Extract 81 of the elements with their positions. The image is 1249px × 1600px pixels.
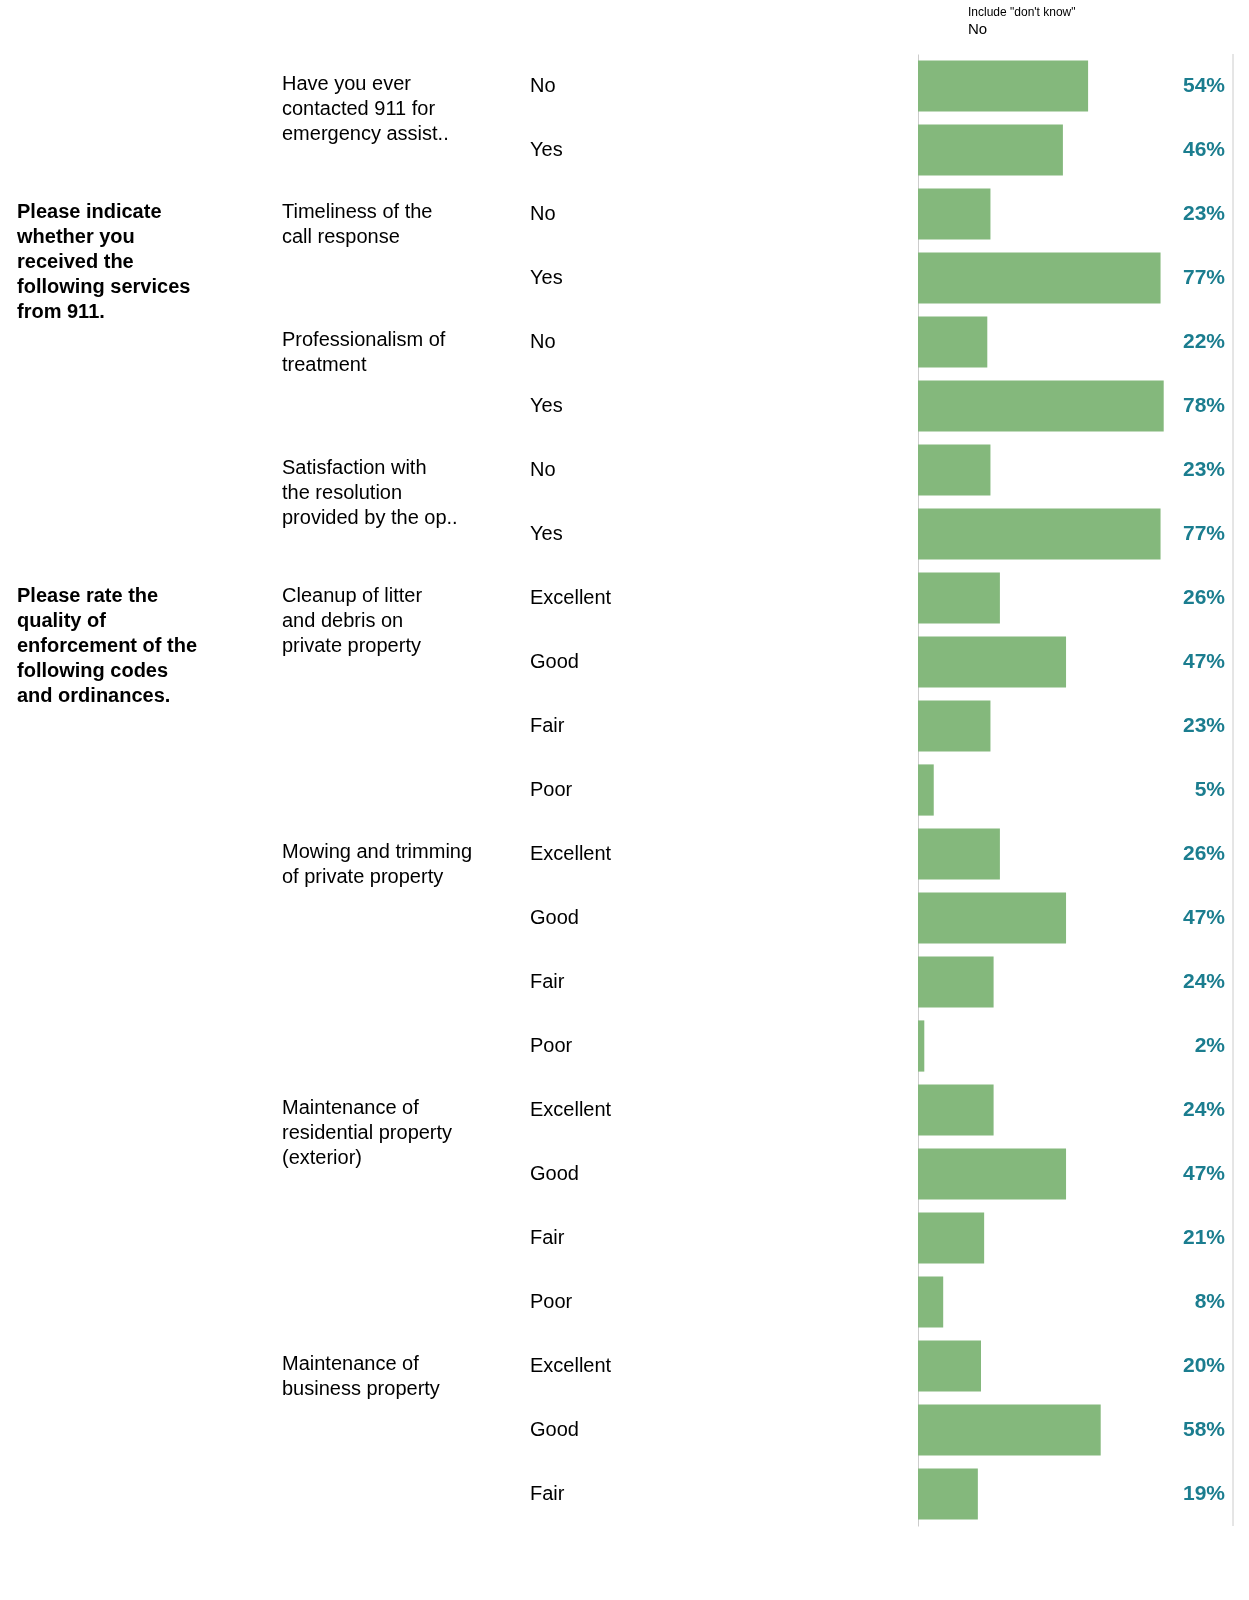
y-tick-label: Yes <box>530 266 563 288</box>
bar <box>918 1340 981 1392</box>
bar <box>918 572 1000 624</box>
data-label: 23% <box>1182 201 1226 224</box>
text: Maintenance of business property <box>282 1352 440 1399</box>
text: Professionalism of treatment <box>282 328 446 375</box>
data-label: 23% <box>1182 713 1226 736</box>
y-tick-label: No <box>530 74 556 96</box>
bar <box>918 1212 985 1264</box>
y-tick-label: Yes <box>530 138 563 160</box>
data-label: 23% <box>1182 457 1226 480</box>
data-label: 54% <box>1182 73 1226 96</box>
text: Please indicate whether you received the following services from 911. <box>16 200 191 322</box>
bar <box>918 508 1161 560</box>
chart-subtitle: No <box>968 19 988 37</box>
data-label: 20% <box>1182 1353 1226 1376</box>
data-label: 22% <box>1182 329 1226 352</box>
data-label: 5% <box>1194 777 1226 800</box>
bar <box>918 1404 1101 1456</box>
bar <box>918 60 1089 112</box>
text: Cleanup of litter and debris on private property <box>282 584 423 656</box>
data-label: 47% <box>1182 905 1226 928</box>
bar <box>918 380 1164 432</box>
y-tick-label: No <box>530 330 556 352</box>
y-tick-label: Fair <box>530 714 565 736</box>
bar <box>918 892 1067 944</box>
data-label: 24% <box>1182 969 1226 992</box>
data-label: 21% <box>1182 1225 1226 1248</box>
bar <box>918 636 1067 688</box>
data-label: 47% <box>1182 1161 1226 1184</box>
y-tick-label: Good <box>530 906 579 928</box>
chart-title: Include "don't know" <box>968 4 1076 19</box>
data-label: 58% <box>1182 1417 1226 1440</box>
y-tick-label: No <box>530 202 556 224</box>
y-tick-label: Fair <box>530 1482 565 1504</box>
bar <box>918 1468 978 1520</box>
text: Maintenance of residential property (exterior) <box>282 1096 453 1168</box>
bar <box>918 1084 994 1136</box>
bar <box>918 764 934 816</box>
data-label: 26% <box>1182 585 1226 608</box>
y-tick-label: Good <box>530 650 579 672</box>
bar <box>918 700 991 752</box>
y-tick-label: Yes <box>530 522 563 544</box>
data-label: 77% <box>1182 521 1226 544</box>
y-tick-label: Excellent <box>530 586 612 608</box>
data-label: 47% <box>1182 649 1226 672</box>
bar <box>918 252 1161 304</box>
y-tick-label: Fair <box>530 970 565 992</box>
data-label: 24% <box>1182 1097 1226 1120</box>
y-tick-label: Fair <box>530 1226 565 1248</box>
bar <box>918 828 1000 880</box>
data-label: 2% <box>1194 1033 1226 1056</box>
text: Timeliness of the call response <box>282 200 433 247</box>
text: Satisfaction with the resolution provided by the op.. <box>282 456 458 528</box>
y-tick-label: Excellent <box>530 1098 612 1120</box>
y-tick-label: Excellent <box>530 842 612 864</box>
text: Please rate the quality of enforcement of the following codes and ordinances. <box>17 584 198 706</box>
data-label: 8% <box>1194 1289 1226 1312</box>
data-label: 46% <box>1182 137 1226 160</box>
y-tick-label: Poor <box>530 1034 573 1056</box>
y-tick-label: Good <box>530 1162 579 1184</box>
bar <box>918 124 1063 176</box>
text: Have you ever contacted 911 for emergency assist.. <box>282 72 449 144</box>
data-label: 78% <box>1182 393 1226 416</box>
bar <box>918 316 988 368</box>
data-label: 19% <box>1182 1481 1226 1504</box>
bar <box>918 1020 925 1072</box>
y-tick-label: Yes <box>530 394 563 416</box>
data-label: 26% <box>1182 841 1226 864</box>
y-tick-label: Poor <box>530 778 573 800</box>
bar <box>918 444 991 496</box>
text: Mowing and trimming of private property <box>282 840 473 887</box>
bar <box>918 188 991 240</box>
y-tick-label: Excellent <box>530 1354 612 1376</box>
y-tick-label: No <box>530 458 556 480</box>
bar <box>918 1276 944 1328</box>
bar <box>918 956 994 1008</box>
data-label: 77% <box>1182 265 1226 288</box>
y-tick-label: Poor <box>530 1290 573 1312</box>
y-tick-label: Good <box>530 1418 579 1440</box>
bar <box>918 1148 1067 1200</box>
